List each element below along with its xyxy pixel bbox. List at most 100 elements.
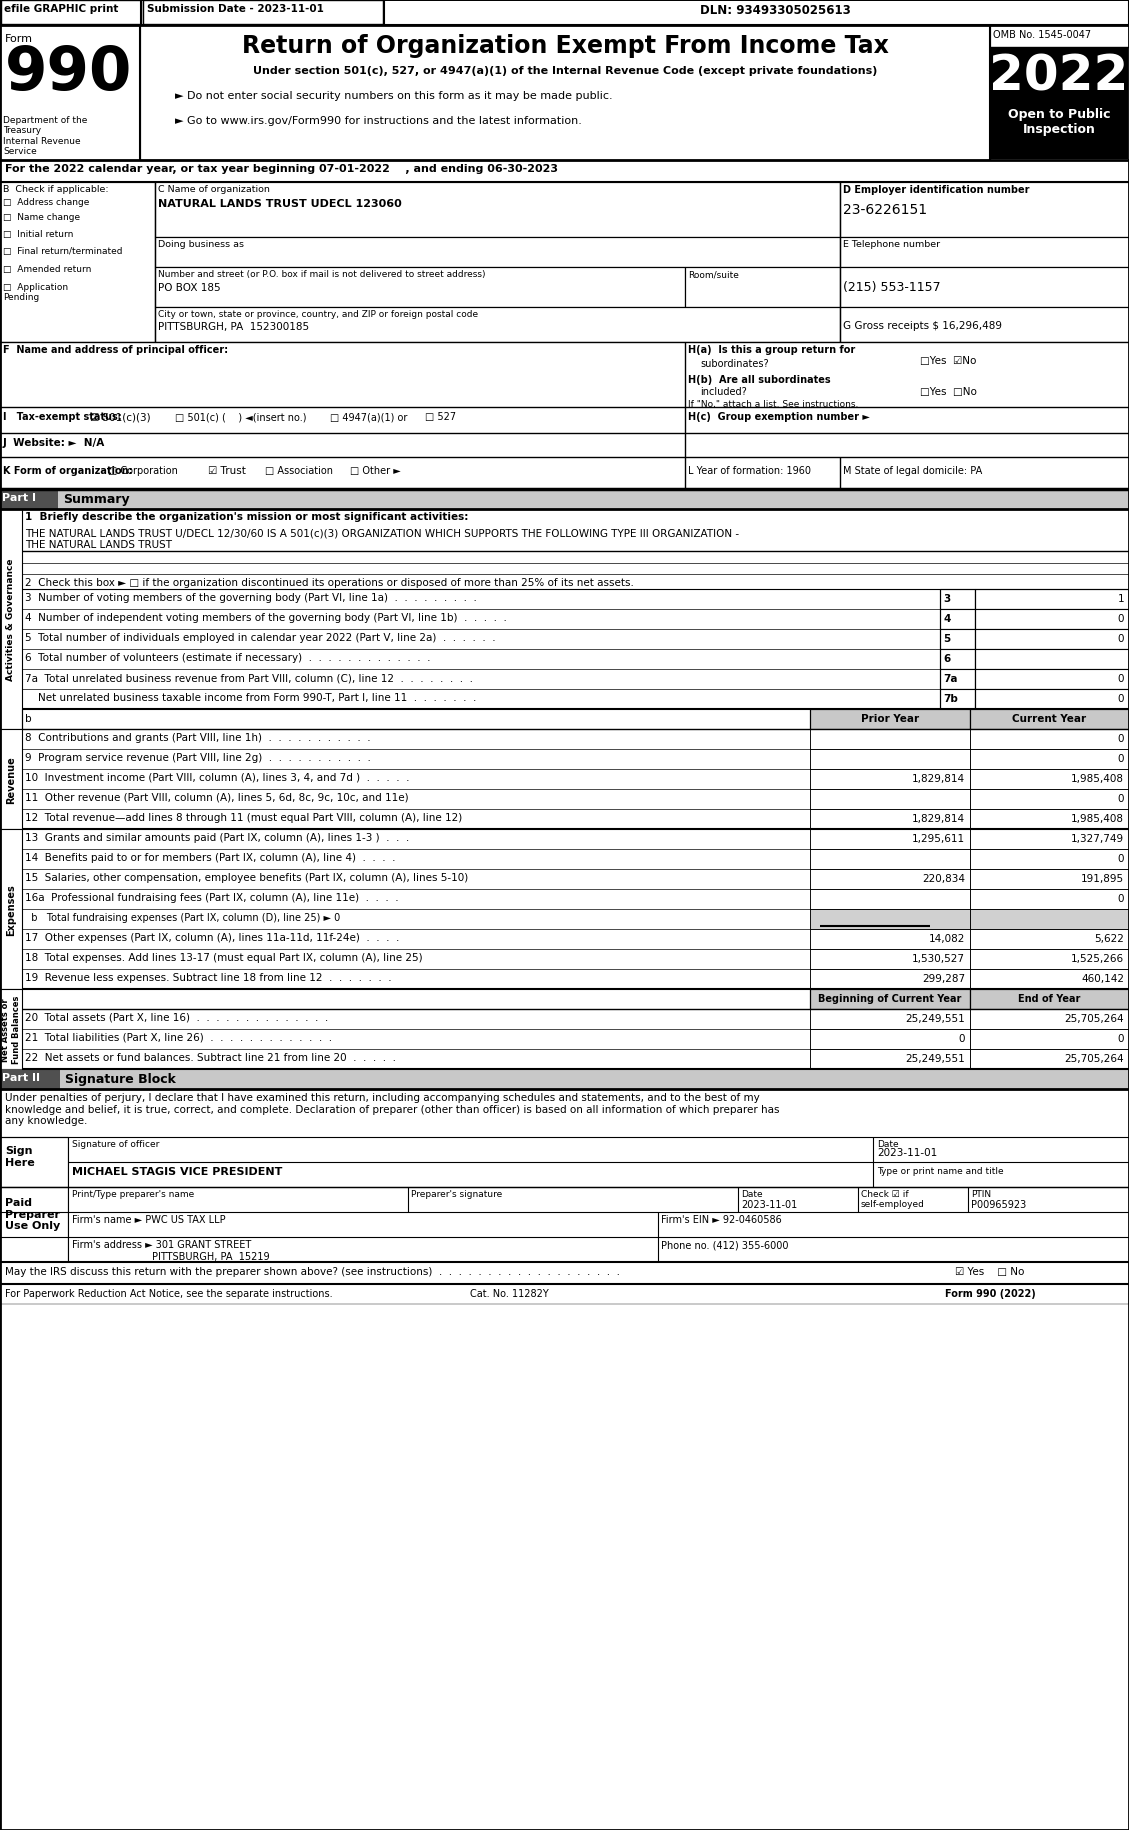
Text: 990: 990 [5, 44, 132, 102]
Text: 1,525,266: 1,525,266 [1071, 953, 1124, 963]
Bar [0, 1138, 68, 1188]
Text: 6  Total number of volunteers (estimate if necessary)  .  .  .  .  .  .  .  .  .: 6 Total number of volunteers (estimate i… [25, 653, 430, 662]
Text: DLN: 93493305025613: DLN: 93493305025613 [700, 4, 851, 16]
Bar [970, 789, 1129, 809]
Text: 25,705,264: 25,705,264 [1065, 1014, 1124, 1023]
Bar [970, 1010, 1129, 1030]
Bar [840, 238, 1129, 267]
Bar [970, 750, 1129, 770]
Text: □Yes  ☑No: □Yes ☑No [920, 355, 977, 366]
Text: Number and street (or P.O. box if mail is not delivered to street address): Number and street (or P.O. box if mail i… [158, 269, 485, 278]
Bar [0, 183, 155, 342]
Text: 0: 0 [1118, 613, 1124, 624]
Text: □  Final return/terminated: □ Final return/terminated [3, 247, 123, 256]
Text: 1,985,408: 1,985,408 [1071, 774, 1124, 783]
Text: 9  Program service revenue (Part VIII, line 2g)  .  .  .  .  .  .  .  .  .  .  .: 9 Program service revenue (Part VIII, li… [25, 752, 370, 763]
Text: Date: Date [741, 1190, 762, 1199]
Bar [155, 238, 840, 267]
Text: If "No," attach a list. See instructions.: If "No," attach a list. See instructions… [688, 399, 858, 408]
Text: □ Other ►: □ Other ► [350, 467, 401, 476]
Text: Preparer's signature: Preparer's signature [411, 1190, 502, 1199]
Bar [940, 609, 975, 630]
Text: 19  Revenue less expenses. Subtract line 18 from line 12  .  .  .  .  .  .  .: 19 Revenue less expenses. Subtract line … [25, 972, 392, 983]
Bar [809, 730, 970, 750]
Bar [68, 1211, 658, 1237]
Bar [155, 267, 685, 307]
Text: Signature Block: Signature Block [65, 1072, 176, 1085]
Bar [0, 490, 1129, 511]
Bar [970, 1049, 1129, 1069]
Bar [970, 970, 1129, 990]
Text: NATURAL LANDS TRUST UDECL 123060: NATURAL LANDS TRUST UDECL 123060 [158, 199, 402, 209]
Text: □  Address change: □ Address change [3, 198, 89, 207]
Text: 17  Other expenses (Part IX, column (A), lines 11a-11d, 11f-24e)  .  .  .  .: 17 Other expenses (Part IX, column (A), … [25, 933, 400, 942]
Text: 13  Grants and similar amounts paid (Part IX, column (A), lines 1-3 )  .  .  .: 13 Grants and similar amounts paid (Part… [25, 833, 409, 842]
Bar [0, 161, 1129, 183]
Bar [975, 609, 1129, 630]
Text: Part I: Part I [2, 492, 36, 503]
Text: ☑ Trust: ☑ Trust [208, 467, 246, 476]
Text: ► Go to www.irs.gov/Form990 for instructions and the latest information.: ► Go to www.irs.gov/Form990 for instruct… [175, 115, 581, 126]
Bar [738, 1188, 858, 1211]
Text: 0: 0 [1118, 633, 1124, 644]
Text: 18  Total expenses. Add lines 13-17 (must equal Part IX, column (A), line 25): 18 Total expenses. Add lines 13-17 (must… [25, 952, 422, 963]
Bar [975, 650, 1129, 670]
Bar [0, 1285, 1129, 1305]
Bar [155, 307, 840, 342]
Text: M State of legal domicile: PA: M State of legal domicile: PA [843, 467, 982, 476]
Bar [0, 1188, 68, 1263]
Text: □  Amended return: □ Amended return [3, 265, 91, 274]
Bar [970, 710, 1129, 730]
Bar [970, 730, 1129, 750]
Bar [0, 26, 1129, 161]
Bar [685, 267, 840, 307]
Text: 0: 0 [1118, 754, 1124, 763]
Bar [0, 1089, 1129, 1138]
Bar [809, 930, 970, 950]
Bar [970, 950, 1129, 970]
Text: 25,705,264: 25,705,264 [1065, 1054, 1124, 1063]
Bar [975, 630, 1129, 650]
Bar [873, 1162, 1129, 1188]
Text: Paid
Preparer
Use Only: Paid Preparer Use Only [5, 1197, 60, 1230]
Text: 0: 0 [1118, 734, 1124, 743]
Text: 0: 0 [959, 1034, 965, 1043]
Bar [970, 869, 1129, 889]
Text: 2023-11-01: 2023-11-01 [877, 1147, 937, 1157]
Text: Return of Organization Exempt From Income Tax: Return of Organization Exempt From Incom… [242, 35, 889, 59]
Text: (215) 553-1157: (215) 553-1157 [843, 280, 940, 295]
Text: 15  Salaries, other compensation, employee benefits (Part IX, column (A), lines : 15 Salaries, other compensation, employe… [25, 873, 469, 882]
Text: efile GRAPHIC print: efile GRAPHIC print [5, 4, 119, 15]
Bar [809, 1010, 970, 1030]
Text: May the IRS discuss this return with the preparer shown above? (see instructions: May the IRS discuss this return with the… [5, 1266, 620, 1276]
Text: 25,249,551: 25,249,551 [905, 1014, 965, 1023]
Bar [1, 2, 141, 26]
Bar [809, 789, 970, 809]
Bar [809, 1030, 970, 1049]
Text: Room/suite: Room/suite [688, 269, 738, 278]
Bar [68, 1237, 658, 1263]
Bar [68, 1188, 408, 1211]
Text: End of Year: End of Year [1018, 994, 1080, 1003]
Bar [970, 910, 1129, 930]
Text: H(a)  Is this a group return for: H(a) Is this a group return for [688, 344, 856, 355]
Text: 6: 6 [943, 653, 951, 664]
Bar [809, 889, 970, 910]
Bar [970, 809, 1129, 829]
Bar [940, 690, 975, 710]
Text: 0: 0 [1118, 853, 1124, 864]
Bar [975, 670, 1129, 690]
Text: 1,829,814: 1,829,814 [912, 774, 965, 783]
Text: 23-6226151: 23-6226151 [843, 203, 927, 218]
Text: 1,327,749: 1,327,749 [1071, 833, 1124, 844]
Text: □ Association: □ Association [265, 467, 333, 476]
Bar [0, 408, 1129, 434]
Text: For Paperwork Reduction Act Notice, see the separate instructions.: For Paperwork Reduction Act Notice, see … [5, 1288, 333, 1297]
Text: D Employer identification number: D Employer identification number [843, 185, 1030, 194]
Bar [0, 458, 1129, 490]
Text: Under penalties of perjury, I declare that I have examined this return, includin: Under penalties of perjury, I declare th… [5, 1093, 779, 1125]
Text: 7b: 7b [943, 694, 957, 703]
Text: 20  Total assets (Part X, line 16)  .  .  .  .  .  .  .  .  .  .  .  .  .  .: 20 Total assets (Part X, line 16) . . . … [25, 1012, 329, 1023]
Text: 5: 5 [943, 633, 951, 644]
Bar [991, 102, 1128, 159]
